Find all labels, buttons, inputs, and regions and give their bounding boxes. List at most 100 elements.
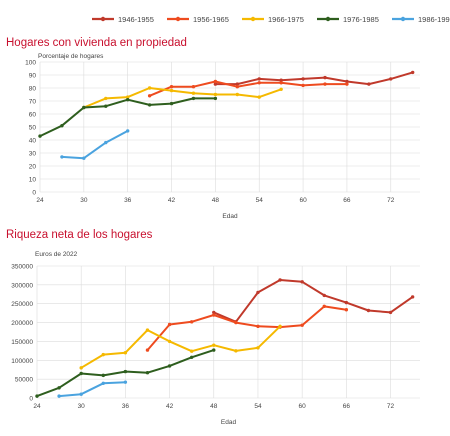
x-tick-label: 54 <box>256 197 264 204</box>
data-point-1976-1985 <box>125 98 130 102</box>
y-tick-label: 40 <box>29 138 37 145</box>
data-point-1976-1985 <box>123 369 128 374</box>
data-point-1966-1975 <box>167 339 172 344</box>
y-tick-label: 50 <box>29 125 37 132</box>
legend-label-1976-1985: 1976-1985 <box>343 15 379 24</box>
data-point-1986-1995 <box>82 156 86 160</box>
data-point-1946-1955 <box>257 77 261 81</box>
data-point-1976-1985 <box>79 371 83 376</box>
data-point-1966-1975 <box>189 349 194 353</box>
data-point-1956-1965 <box>235 85 240 89</box>
y-tick-label: 30 <box>29 151 37 158</box>
data-point-1986-1995 <box>123 380 128 384</box>
chart-net-wealth: Euros de 2022 0 50000 100000 150000 200000 250… <box>11 251 420 426</box>
series-line-1946-1955 <box>215 71 413 86</box>
data-point-1986-1995 <box>125 129 130 133</box>
data-point-1966-1975 <box>104 96 108 101</box>
series-line-1956-1965 <box>146 305 347 351</box>
data-point-1946-1955 <box>322 293 326 298</box>
data-point-1976-1985 <box>57 386 61 390</box>
legend-marker-1966-1975 <box>250 16 256 22</box>
data-point-1966-1975 <box>235 92 240 97</box>
chart-title-homeownership: Hogares con vivienda en propiedad <box>6 37 187 49</box>
x-tick-label: 66 <box>343 197 351 204</box>
y-tick-label: 80 <box>29 86 37 93</box>
data-point-1966-1975 <box>213 92 218 97</box>
data-point-1956-1965 <box>256 324 260 329</box>
legend-label-1956-1965: 1956-1965 <box>193 15 229 24</box>
x-tick-label: 54 <box>254 403 262 410</box>
x-axis-label: Edad <box>221 419 237 426</box>
data-point-1986-1995 <box>101 381 105 385</box>
data-point-1976-1985 <box>35 394 39 398</box>
data-point-1956-1965 <box>234 320 238 325</box>
data-point-1946-1955 <box>410 70 415 75</box>
data-point-1976-1985 <box>213 96 218 101</box>
data-point-1966-1975 <box>145 328 150 332</box>
data-point-1966-1975 <box>169 88 174 93</box>
legend-label-1966-1975: 1966-1975 <box>268 15 304 24</box>
data-point-1946-1955 <box>366 308 371 313</box>
data-point-1946-1955 <box>213 82 218 86</box>
data-point-1956-1965 <box>344 308 349 312</box>
data-point-1966-1975 <box>191 91 196 95</box>
chart-title-net-wealth: Riqueza neta de los hogares <box>6 229 153 241</box>
y-tick-label: 100 <box>25 60 36 67</box>
data-point-1966-1975 <box>278 324 282 329</box>
y-axis-label: Euros de 2022 <box>35 251 78 258</box>
y-tick-label: 90 <box>29 73 37 80</box>
x-tick-label: 36 <box>124 197 132 204</box>
data-point-1966-1975 <box>279 87 283 91</box>
data-point-1976-1985 <box>191 96 196 101</box>
data-point-1976-1985 <box>147 103 152 107</box>
legend-label-1986-1995: 1986-1995 <box>418 15 450 24</box>
x-axis-label: Edad <box>222 213 238 220</box>
data-point-1966-1975 <box>79 366 83 370</box>
data-point-1946-1955 <box>212 310 216 315</box>
data-point-1946-1955 <box>256 290 260 295</box>
y-tick-label: 60 <box>29 112 37 119</box>
y-tick-label: 20 <box>29 164 37 171</box>
legend-marker-1956-1965 <box>175 16 181 22</box>
x-tick-label: 30 <box>80 197 88 204</box>
x-tick-label: 48 <box>212 197 220 204</box>
data-point-1986-1995 <box>60 155 64 159</box>
data-point-1976-1985 <box>60 124 64 128</box>
y-tick-label: 100000 <box>11 358 33 365</box>
data-point-1976-1985 <box>101 373 105 378</box>
y-tick-label: 0 <box>32 190 36 197</box>
series-line-1946-1955 <box>213 279 414 323</box>
data-point-1956-1965 <box>301 83 305 88</box>
data-point-1976-1985 <box>169 101 174 106</box>
y-tick-label: 350000 <box>11 264 33 271</box>
series-line-1966-1975 <box>83 87 282 109</box>
data-point-1976-1985 <box>104 104 108 108</box>
series-line-1986-1995 <box>61 130 129 160</box>
data-point-1956-1965 <box>279 81 283 85</box>
chart-homeownership: Porcentaje de hogares 0 10 20 30 40 50 60 70 80 90… <box>25 53 420 220</box>
x-tick-label: 48 <box>210 403 218 410</box>
data-point-1946-1955 <box>388 310 393 315</box>
y-tick-label: 10 <box>29 177 37 184</box>
data-point-1976-1985 <box>167 364 172 368</box>
y-tick-label: 200000 <box>11 320 33 327</box>
y-tick-label: 70 <box>29 99 37 106</box>
data-point-1976-1985 <box>82 105 86 110</box>
data-point-1966-1975 <box>123 351 128 355</box>
y-tick-label: 150000 <box>11 339 33 346</box>
data-point-1956-1965 <box>257 81 261 85</box>
x-tick-label: 24 <box>33 403 41 410</box>
data-point-1956-1965 <box>191 85 196 89</box>
data-point-1946-1955 <box>345 79 349 84</box>
data-point-1956-1965 <box>345 82 349 86</box>
data-point-1956-1965 <box>145 348 150 352</box>
data-point-1946-1955 <box>278 278 282 282</box>
series-line-1986-1995 <box>59 381 126 398</box>
legend-marker-1986-1995 <box>400 16 406 22</box>
data-point-1946-1955 <box>301 77 305 81</box>
x-tick-label: 42 <box>168 197 176 204</box>
y-axis-label: Porcentaje de hogares <box>38 53 104 60</box>
y-tick-label: 300000 <box>11 282 33 289</box>
x-tick-label: 66 <box>343 403 351 410</box>
series-line-1956-1965 <box>149 80 347 97</box>
